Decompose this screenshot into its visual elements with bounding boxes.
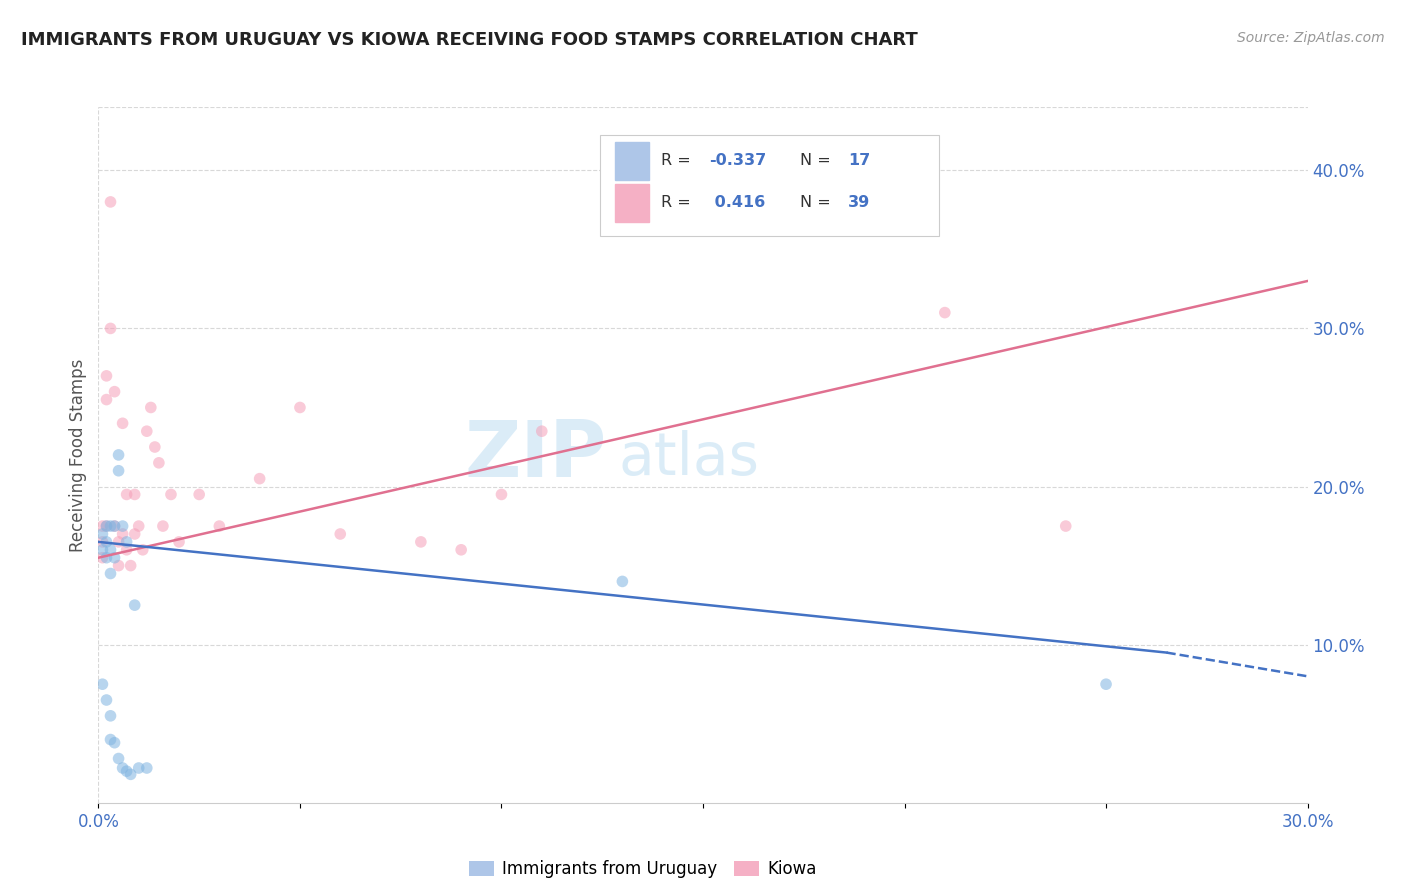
Point — [491, 487, 513, 501]
Text: IMMIGRANTS FROM URUGUAY VS KIOWA RECEIVING FOOD STAMPS CORRELATION CHART: IMMIGRANTS FROM URUGUAY VS KIOWA RECEIVI… — [21, 31, 918, 49]
Point — [103, 550, 125, 565]
Point — [91, 542, 114, 557]
Point — [100, 542, 122, 557]
FancyBboxPatch shape — [614, 184, 648, 222]
Point — [91, 677, 114, 691]
Point — [135, 761, 157, 775]
Point — [100, 519, 122, 533]
Text: -0.337: -0.337 — [709, 153, 766, 169]
Point — [249, 472, 271, 486]
Legend: Immigrants from Uruguay, Kiowa: Immigrants from Uruguay, Kiowa — [463, 854, 823, 885]
Point — [188, 487, 211, 501]
Point — [152, 519, 174, 533]
Point — [96, 550, 118, 565]
Y-axis label: Receiving Food Stamps: Receiving Food Stamps — [69, 359, 87, 551]
Point — [530, 424, 553, 438]
Point — [96, 368, 118, 383]
Point — [208, 519, 231, 533]
Point — [107, 534, 129, 549]
Text: R =: R = — [661, 195, 696, 211]
Point — [103, 384, 125, 399]
Point — [103, 519, 125, 533]
Text: ZIP: ZIP — [464, 417, 606, 493]
Point — [409, 534, 432, 549]
Point — [96, 392, 118, 407]
Point — [128, 761, 150, 775]
Point — [288, 401, 311, 415]
Point — [96, 534, 118, 549]
Point — [934, 305, 956, 319]
Point — [132, 542, 155, 557]
Point — [107, 448, 129, 462]
Point — [1095, 677, 1118, 691]
Point — [124, 487, 146, 501]
Point — [100, 732, 122, 747]
Point — [128, 519, 150, 533]
Point — [124, 527, 146, 541]
Text: 0.416: 0.416 — [709, 195, 765, 211]
Text: atlas: atlas — [619, 430, 759, 487]
Point — [115, 534, 138, 549]
Point — [329, 527, 352, 541]
Text: 39: 39 — [848, 195, 870, 211]
Point — [120, 767, 142, 781]
Point — [115, 542, 138, 557]
Point — [100, 566, 122, 581]
Point — [148, 456, 170, 470]
Point — [107, 558, 129, 573]
FancyBboxPatch shape — [600, 135, 939, 235]
Text: N =: N = — [800, 153, 835, 169]
FancyBboxPatch shape — [614, 142, 648, 180]
Text: N =: N = — [800, 195, 835, 211]
Point — [120, 558, 142, 573]
Point — [100, 708, 122, 723]
Text: Source: ZipAtlas.com: Source: ZipAtlas.com — [1237, 31, 1385, 45]
Point — [115, 764, 138, 779]
Point — [612, 574, 634, 589]
Point — [103, 519, 125, 533]
Point — [91, 534, 114, 549]
Point — [124, 598, 146, 612]
Point — [107, 751, 129, 765]
Point — [100, 321, 122, 335]
Point — [143, 440, 166, 454]
Text: R =: R = — [661, 153, 696, 169]
Point — [91, 519, 114, 533]
Point — [160, 487, 183, 501]
Point — [96, 519, 118, 533]
Point — [103, 736, 125, 750]
Point — [111, 519, 134, 533]
Point — [111, 527, 134, 541]
Point — [135, 424, 157, 438]
Point — [91, 527, 114, 541]
Text: 17: 17 — [848, 153, 870, 169]
Point — [167, 534, 190, 549]
Point — [111, 417, 134, 431]
Point — [1054, 519, 1077, 533]
Point — [111, 761, 134, 775]
Point — [115, 487, 138, 501]
Point — [91, 550, 114, 565]
Point — [96, 519, 118, 533]
Point — [100, 194, 122, 209]
Point — [96, 693, 118, 707]
Point — [139, 401, 162, 415]
Point — [450, 542, 472, 557]
Point — [107, 464, 129, 478]
